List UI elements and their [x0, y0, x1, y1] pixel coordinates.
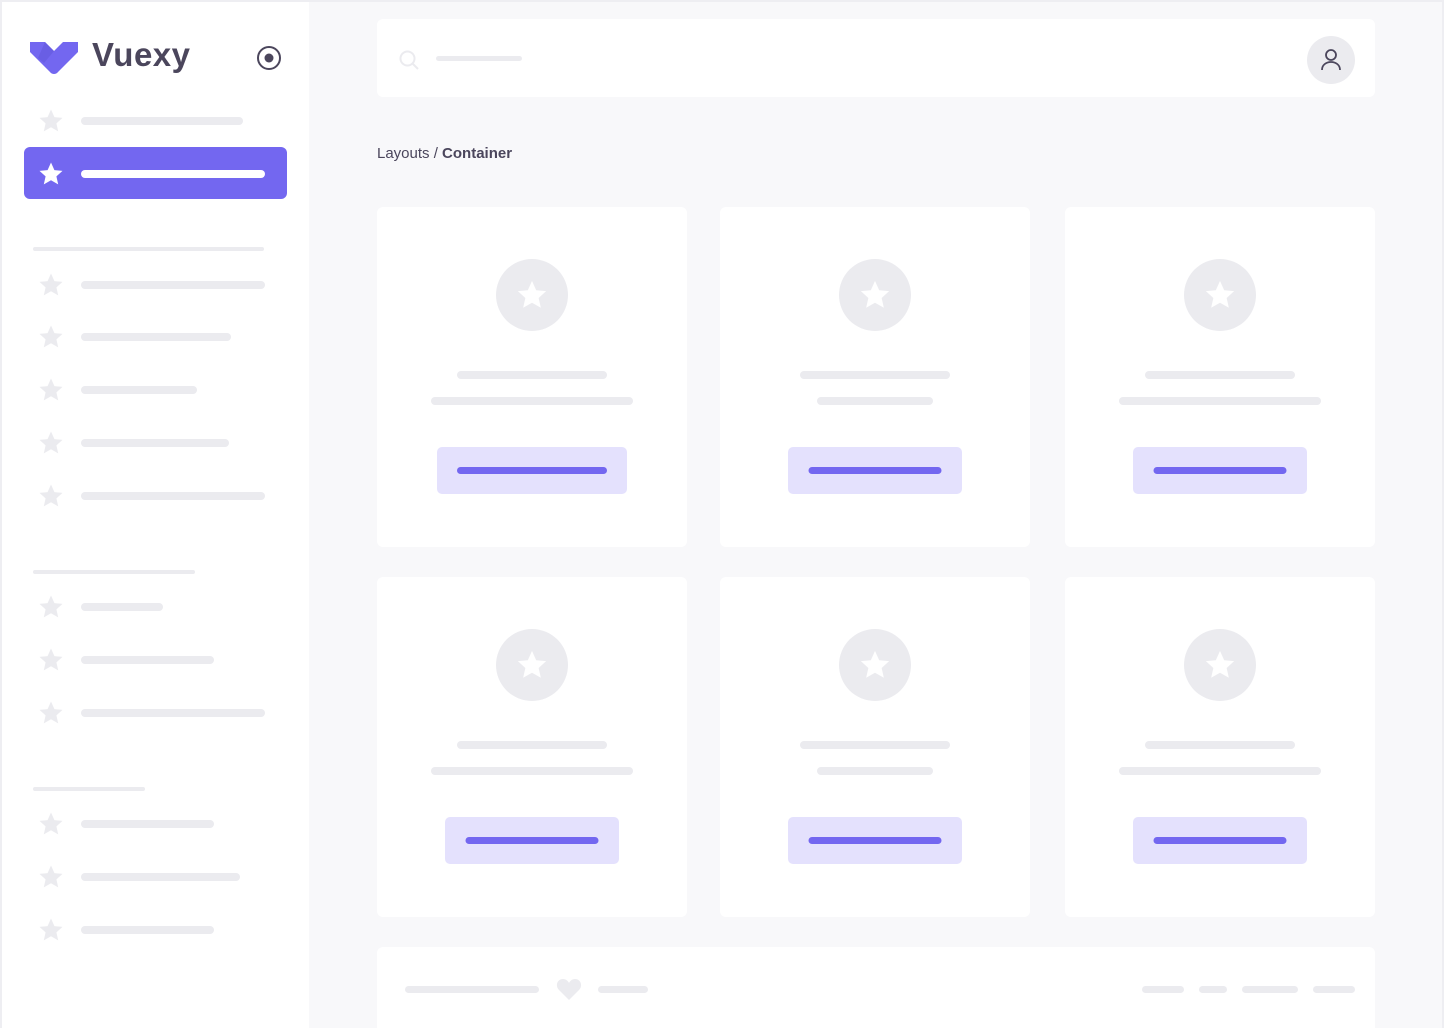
top-navbar — [377, 19, 1375, 97]
card-text — [431, 767, 633, 775]
card-text — [1119, 767, 1321, 775]
card-avatar — [496, 629, 568, 701]
footer-link[interactable] — [1242, 986, 1298, 993]
sidebar-item[interactable] — [81, 170, 265, 178]
content-card — [720, 577, 1030, 917]
footer — [377, 947, 1375, 1028]
sidebar-item[interactable] — [81, 820, 214, 828]
card-avatar — [1184, 259, 1256, 331]
breadcrumb: Layouts / Container — [377, 145, 512, 162]
card-button[interactable] — [788, 447, 962, 494]
footer-text — [405, 986, 539, 993]
content-card — [377, 577, 687, 917]
sidebar: Vuexy — [2, 2, 309, 1028]
star-icon — [39, 431, 63, 454]
card-title — [800, 371, 950, 379]
card-avatar — [839, 629, 911, 701]
card-text — [1119, 397, 1321, 405]
card-button[interactable] — [445, 817, 619, 864]
user-icon — [1321, 49, 1341, 71]
card-text — [431, 397, 633, 405]
vuexy-logo-icon — [30, 42, 78, 74]
star-icon — [39, 162, 63, 185]
star-icon — [39, 595, 63, 618]
star-icon — [39, 648, 63, 671]
sidebar-section-header — [33, 570, 195, 574]
card-text — [817, 767, 933, 775]
sidebar-section-header — [33, 787, 145, 791]
card-title — [800, 741, 950, 749]
card-button[interactable] — [1133, 817, 1307, 864]
star-icon — [39, 918, 63, 941]
footer-link[interactable] — [1313, 986, 1355, 993]
card-title — [457, 741, 607, 749]
star-icon — [860, 280, 890, 308]
breadcrumb-parent[interactable]: Layouts / — [377, 145, 443, 162]
card-title — [1145, 741, 1295, 749]
content-card — [720, 207, 1030, 547]
heart-icon — [556, 979, 582, 1000]
sidebar-item[interactable] — [81, 603, 163, 611]
sidebar-item[interactable] — [81, 873, 240, 881]
star-icon — [860, 650, 890, 678]
sidebar-item[interactable] — [81, 333, 231, 341]
star-icon — [39, 484, 63, 507]
card-title — [1145, 371, 1295, 379]
footer-link[interactable] — [1199, 986, 1227, 993]
star-icon — [517, 280, 547, 308]
footer-link[interactable] — [1142, 986, 1184, 993]
breadcrumb-current: Container — [442, 145, 513, 162]
card-button[interactable] — [788, 817, 962, 864]
card-avatar — [1184, 629, 1256, 701]
card-avatar — [496, 259, 568, 331]
sidebar-item[interactable] — [81, 926, 214, 934]
star-icon — [1205, 280, 1235, 308]
brand-name: Vuexy — [92, 36, 191, 73]
sidebar-item[interactable] — [81, 656, 214, 664]
card-avatar — [839, 259, 911, 331]
footer-text — [598, 986, 648, 993]
star-icon — [39, 701, 63, 724]
star-icon — [39, 325, 63, 348]
sidebar-item[interactable] — [81, 439, 229, 447]
sidebar-item[interactable] — [81, 281, 265, 289]
content-card — [1065, 207, 1375, 547]
star-icon — [39, 812, 63, 835]
card-text — [817, 397, 933, 405]
search-input[interactable] — [436, 56, 522, 61]
star-icon — [39, 865, 63, 888]
card-button[interactable] — [1133, 447, 1307, 494]
content-card — [377, 207, 687, 547]
star-icon — [517, 650, 547, 678]
card-button[interactable] — [437, 447, 627, 494]
sidebar-item[interactable] — [81, 386, 197, 394]
card-title — [457, 371, 607, 379]
star-icon — [39, 109, 63, 132]
sidebar-item[interactable] — [81, 709, 265, 717]
content-card — [1065, 577, 1375, 917]
star-icon — [39, 273, 63, 296]
star-icon — [39, 378, 63, 401]
sidebar-item[interactable] — [81, 492, 265, 500]
star-icon — [1205, 650, 1235, 678]
sidebar-section-header — [33, 247, 264, 251]
search-icon[interactable] — [399, 50, 419, 70]
radio-circle-icon[interactable] — [256, 45, 282, 71]
user-avatar-button[interactable] — [1307, 36, 1355, 84]
sidebar-item[interactable] — [81, 117, 243, 125]
